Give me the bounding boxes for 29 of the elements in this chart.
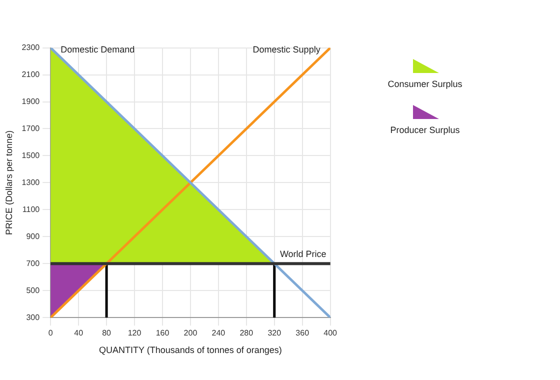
x-tick-label: 200 bbox=[184, 328, 198, 338]
y-tick-label: 300 bbox=[26, 312, 40, 322]
x-tick-label: 0 bbox=[48, 328, 54, 338]
y-tick-label: 500 bbox=[26, 286, 40, 295]
y-tick-label: 700 bbox=[26, 258, 40, 268]
x-axis-title: QUANTITY (Thousands of tonnes of oranges) bbox=[98, 345, 282, 356]
legend-label: Producer Surplus bbox=[389, 125, 461, 135]
y-tick-label: 1900 bbox=[22, 96, 40, 106]
x-tick-label: 120 bbox=[128, 328, 142, 338]
y-tick-label: 900 bbox=[26, 232, 40, 241]
y-tick-label: 2300 bbox=[22, 43, 40, 52]
x-tick-label: 80 bbox=[102, 328, 112, 338]
series-label: Domestic Supply bbox=[252, 44, 321, 54]
legend-label: Consumer Surplus bbox=[386, 79, 464, 89]
series-label: Domestic Demand bbox=[60, 44, 135, 54]
x-tick-label: 320 bbox=[268, 328, 282, 338]
x-tick-label: 400 bbox=[324, 328, 338, 338]
y-tick-label: 1700 bbox=[22, 124, 40, 133]
y-tick-label: 1300 bbox=[22, 178, 40, 187]
x-tick-label: 280 bbox=[240, 328, 254, 338]
ref-line-label: World Price bbox=[280, 249, 326, 260]
y-tick-label: 1100 bbox=[22, 204, 40, 214]
x-tick-label: 360 bbox=[296, 328, 310, 338]
y-axis-title: PRICE (Dollars per tonne) bbox=[4, 130, 14, 235]
y-tick-label: 1500 bbox=[22, 150, 40, 160]
x-tick-label: 240 bbox=[212, 328, 226, 338]
y-tick-label: 2100 bbox=[22, 70, 40, 79]
x-tick-label: 160 bbox=[156, 328, 170, 338]
x-tick-label: 40 bbox=[74, 328, 84, 338]
